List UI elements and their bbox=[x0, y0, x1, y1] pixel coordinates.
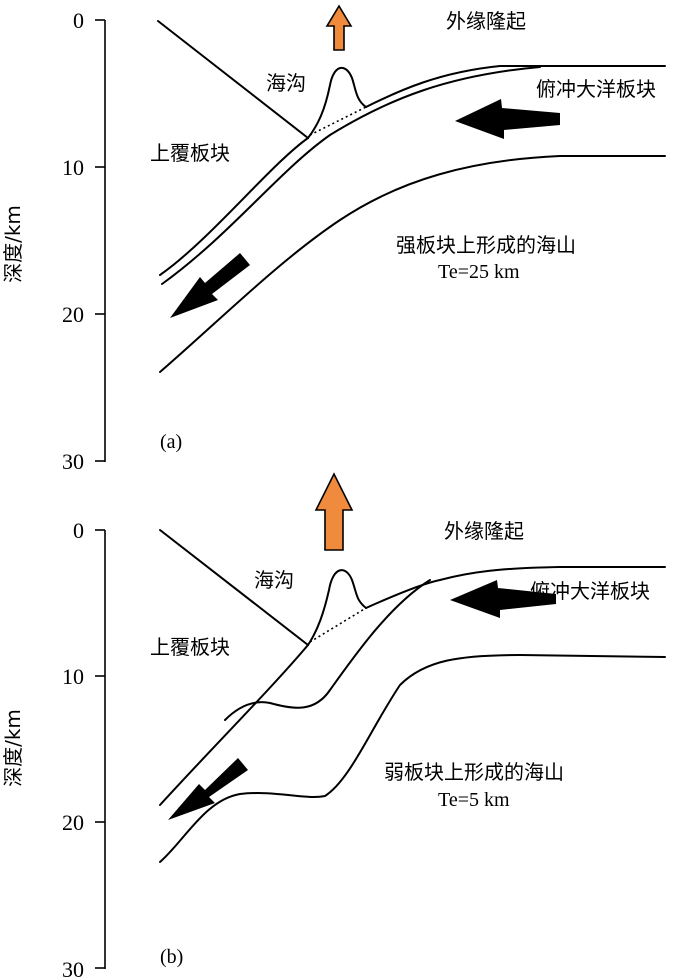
crust-line bbox=[161, 66, 541, 285]
depth-axis-a: 0 10 20 30 深度/km bbox=[1, 8, 106, 474]
tick-label-20: 20 bbox=[62, 810, 84, 835]
down-dip-arrow-icon bbox=[168, 758, 248, 820]
caption-line2: Te=5 km bbox=[438, 789, 510, 811]
caption-line2: Te=25 km bbox=[438, 261, 520, 283]
outer-rise-label: 外缘隆起 bbox=[444, 519, 524, 543]
overriding-plate-surface bbox=[157, 20, 309, 139]
tick-label-30: 30 bbox=[62, 957, 84, 979]
seamount bbox=[307, 67, 367, 139]
seamount bbox=[307, 569, 367, 646]
lithosphere-base bbox=[159, 155, 666, 373]
panel-a: 0 10 20 30 深度/km 外缘隆起 海沟 俯冲大洋板块 上覆板块 强板块… bbox=[1, 4, 666, 474]
depth-axis-label: 深度/km bbox=[1, 205, 25, 283]
depth-axis-label: 深度/km bbox=[1, 709, 25, 787]
panel-tag: (a) bbox=[160, 431, 182, 453]
outer-rise-label: 外缘隆起 bbox=[446, 9, 526, 33]
tick-label-10: 10 bbox=[62, 155, 84, 180]
plate-motion-arrow-icon bbox=[455, 99, 560, 139]
tick-label-20: 20 bbox=[62, 302, 84, 327]
tick-label-0: 0 bbox=[73, 518, 84, 543]
lithosphere-base bbox=[159, 654, 666, 863]
uplift-arrow-icon bbox=[314, 472, 354, 551]
down-dip-arrow-icon bbox=[170, 253, 250, 318]
subducting-plate-top bbox=[365, 566, 666, 609]
tick-label-0: 0 bbox=[73, 8, 84, 33]
panel-b: 0 10 20 30 深度/km 外缘隆起 海沟 俯冲大洋板块 上覆板块 弱板块… bbox=[1, 472, 666, 979]
tick-label-30: 30 bbox=[62, 449, 84, 474]
tick-label-10: 10 bbox=[62, 664, 84, 689]
trench-contact bbox=[309, 607, 367, 643]
plate-interface bbox=[159, 644, 309, 806]
depth-axis-b: 0 10 20 30 深度/km bbox=[1, 518, 106, 979]
panel-tag: (b) bbox=[160, 946, 183, 968]
uplift-arrow-icon bbox=[325, 4, 353, 51]
overriding-plate-label: 上覆板块 bbox=[150, 141, 230, 165]
subducting-plate-label: 俯冲大洋板块 bbox=[536, 77, 656, 101]
overriding-plate-label: 上覆板块 bbox=[150, 635, 230, 659]
overriding-plate-surface bbox=[159, 529, 309, 646]
trench-label: 海沟 bbox=[254, 568, 294, 592]
subducting-plate-label: 俯冲大洋板块 bbox=[530, 579, 650, 603]
plate-interface bbox=[159, 137, 309, 276]
caption-line1: 强板块上形成的海山 bbox=[396, 233, 576, 257]
trench-label: 海沟 bbox=[266, 71, 306, 95]
subducting-plate-top bbox=[365, 65, 666, 108]
caption-line1: 弱板块上形成的海山 bbox=[384, 760, 564, 784]
crust-line bbox=[224, 579, 431, 721]
trench-contact bbox=[309, 106, 367, 136]
plate-motion-arrow-icon bbox=[450, 580, 556, 618]
